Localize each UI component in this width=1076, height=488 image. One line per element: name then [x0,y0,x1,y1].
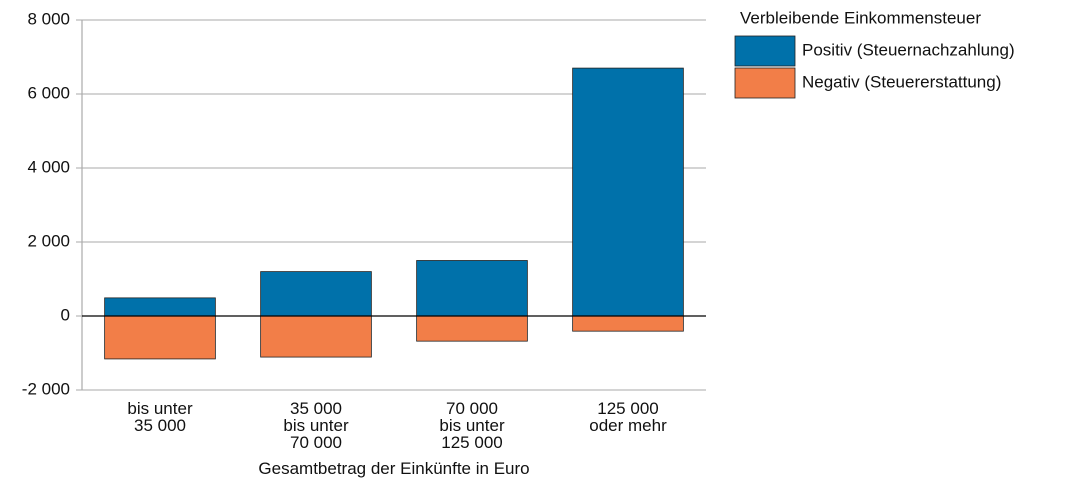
x-tick-label: 35 000 bis unter 70 000 [283,399,349,452]
bar [416,260,528,317]
y-tick-label: 4 000 [27,157,70,176]
legend-title: Verbleibende Einkommensteuer [740,8,981,27]
bar [260,315,372,358]
y-tick-label: 0 [61,305,70,324]
legend-swatch [734,67,796,99]
x-tick-label: 70 000 bis unter 125 000 [439,399,505,452]
legend-label: Positiv (Steuernachzahlung) [802,40,1015,59]
y-tick-label: 8 000 [27,9,70,28]
bar [104,297,216,317]
y-tick-label: 2 000 [27,231,70,250]
bar [572,67,684,317]
legend-swatch [734,35,796,67]
x-tick-label: bis unter 35 000 [127,399,193,435]
bar [572,315,684,332]
legend-label: Negativ (Steuererstattung) [802,72,1001,91]
x-axis-label: Gesamtbetrag der Einkünfte in Euro [258,459,530,478]
bar [260,271,372,317]
bar [104,315,216,360]
y-tick-label: -2 000 [22,379,70,398]
x-tick-label: 125 000 oder mehr [589,399,667,435]
y-tick-label: 6 000 [27,83,70,102]
bar [416,315,528,342]
